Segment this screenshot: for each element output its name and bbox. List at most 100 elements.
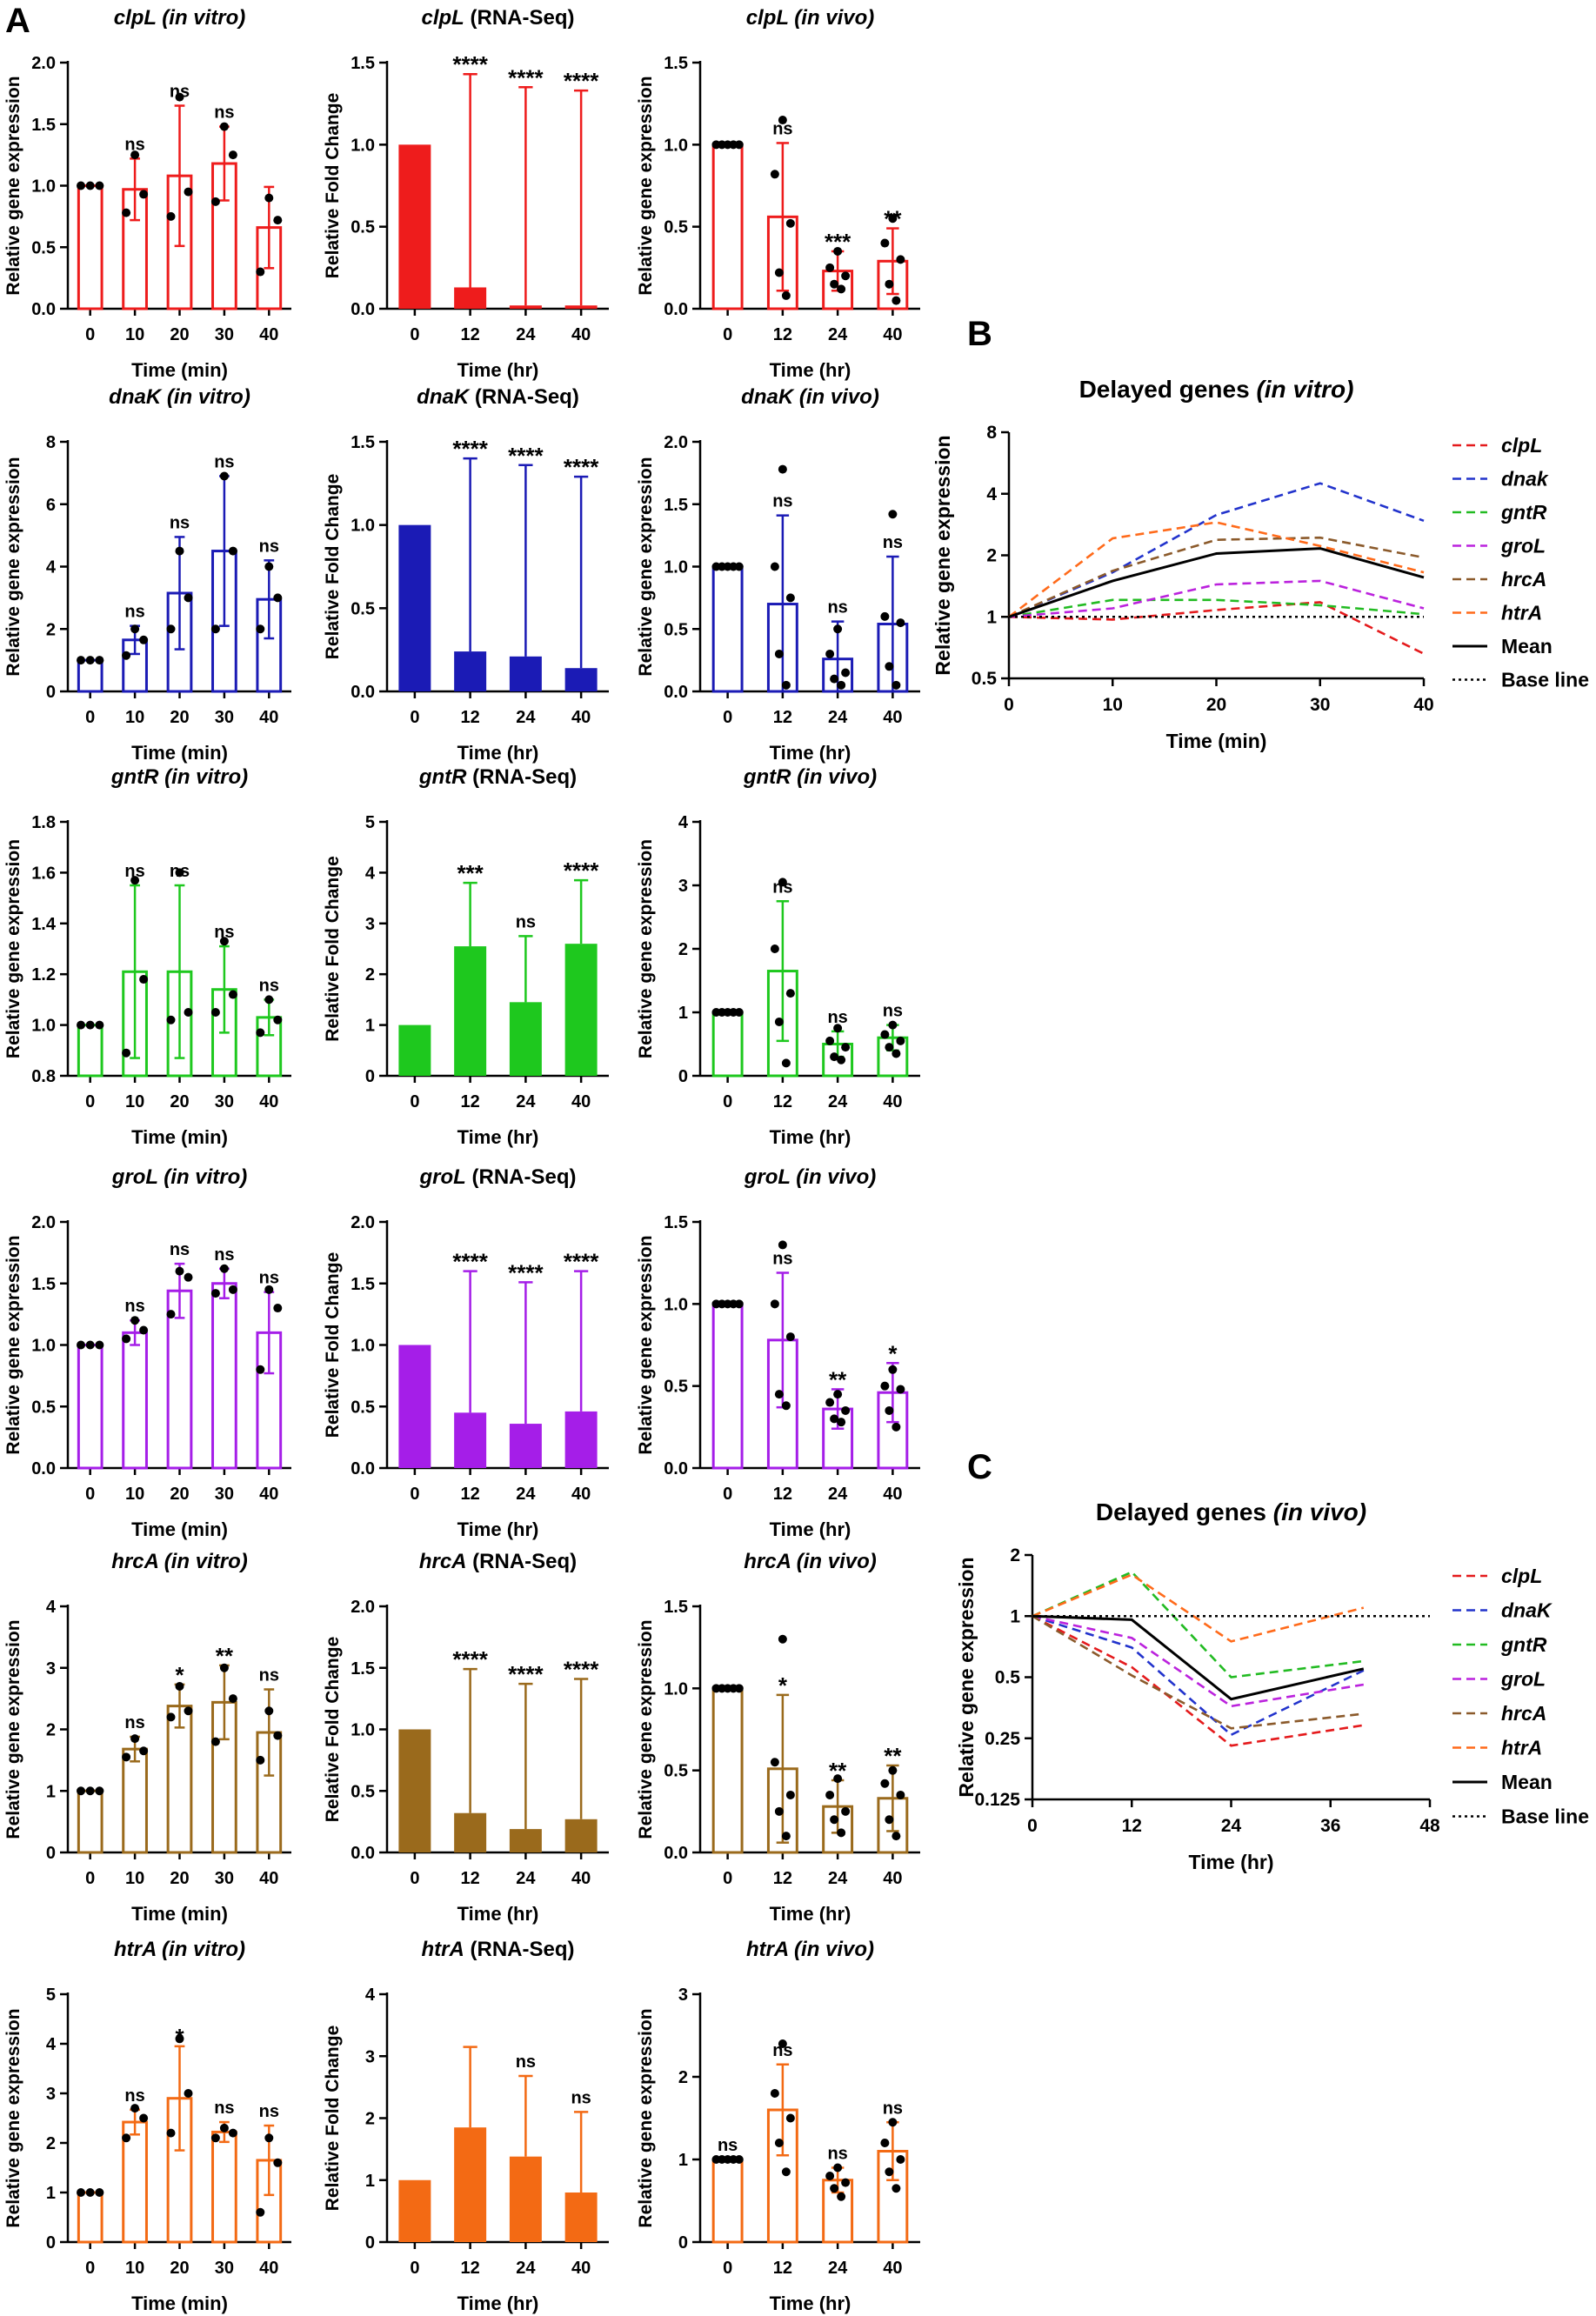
legend-label: htrA <box>1501 1737 1542 1759</box>
data-point <box>273 1731 283 1740</box>
y-tick-label: 1.0 <box>664 1679 688 1699</box>
line-chart-title-suffix: (in vivo) <box>1266 1498 1366 1525</box>
bar-chart-gntR-0: gntR (in vitro) 0.8 1.0 1.2 1.4 1.6 1.8 Relativ… <box>3 765 291 1148</box>
bar-chart-groL-0: groL (in vitro) 0.0 0.5 1.0 1.5 2.0 Relative g… <box>3 1165 291 1540</box>
bar-30 <box>211 2130 237 2244</box>
data-point <box>770 170 779 179</box>
data-point <box>896 1790 905 1799</box>
plot-title-suffix: (in vivo) <box>788 1938 874 1961</box>
y-axis-label: Relative gene expression <box>932 435 954 675</box>
y-axis-label: Relative gene expression <box>636 457 656 676</box>
y-tick-label: 1 <box>678 2151 688 2170</box>
x-tick-label: 40 <box>1413 695 1433 715</box>
x-tick-label: 0 <box>85 1092 95 1111</box>
y-tick-label: 1 <box>365 1017 375 1036</box>
significance-label: **** <box>564 68 599 94</box>
y-tick-label: 3 <box>46 2085 56 2104</box>
bar-0 <box>398 144 431 309</box>
x-tick-label: 48 <box>1419 1816 1440 1836</box>
data-point <box>256 1028 265 1038</box>
data-point <box>734 562 744 571</box>
plot-title: htrA (in vivo) <box>746 1938 874 1961</box>
data-point <box>781 1832 791 1841</box>
plot-title-suffix: (RNA-Seq) <box>464 6 575 30</box>
data-point <box>837 680 846 690</box>
significance-label: ns <box>124 135 144 154</box>
data-point <box>219 937 229 946</box>
data-point <box>781 2167 791 2177</box>
data-point <box>785 1332 795 1342</box>
x-tick-label: 10 <box>1103 695 1123 715</box>
plot-title-gene: clpL <box>422 6 464 30</box>
x-tick-label: 30 <box>215 325 234 344</box>
data-point <box>264 2133 274 2143</box>
data-point <box>830 1052 839 1062</box>
y-tick-label: 2.0 <box>31 54 56 73</box>
data-point <box>841 2178 851 2187</box>
series-line-hrca <box>1032 1615 1364 1730</box>
x-tick-label: 12 <box>773 708 792 727</box>
y-tick-label: 1.0 <box>664 1295 688 1314</box>
legend-label: dnaK <box>1501 1599 1553 1622</box>
data-point <box>770 562 779 571</box>
x-tick-label: 20 <box>1206 695 1226 715</box>
plot-title: hrcA (in vivo) <box>744 1550 876 1573</box>
significance-label: ns <box>772 878 792 897</box>
y-tick-label: 0 <box>678 2233 688 2253</box>
x-tick-label: 40 <box>571 325 591 344</box>
plot-title-gene: dnaK <box>741 385 795 409</box>
x-axis-label: Time (hr) <box>457 1126 539 1148</box>
data-point <box>85 1340 95 1350</box>
legend-label: hrcA <box>1501 568 1546 591</box>
significance-label: ns <box>883 1002 903 1021</box>
x-axis-label: Time (hr) <box>457 359 539 381</box>
x-tick-label: 12 <box>773 1092 792 1111</box>
data-point <box>778 2039 787 2048</box>
significance-label: * <box>888 1340 898 1366</box>
y-tick-label: 0.5 <box>31 1398 56 1417</box>
plot-title-gene: gntR <box>743 765 791 789</box>
significance-label: **** <box>564 1656 599 1682</box>
series-line-grol <box>1008 579 1425 618</box>
line-chart-title: Delayed genes (in vitro) <box>1079 376 1354 403</box>
plot-title-suffix: (in vitro) <box>156 1938 245 1961</box>
significance-label: ns <box>124 603 144 622</box>
data-point <box>210 1289 220 1298</box>
data-point <box>833 624 843 634</box>
bar-40 <box>564 944 598 1076</box>
plot-title-gene: gntR <box>110 765 159 789</box>
x-tick-label: 0 <box>85 1869 95 1888</box>
legend-label: dnak <box>1501 468 1549 491</box>
significance-label: ns <box>827 2145 847 2164</box>
data-point <box>166 1310 176 1319</box>
y-tick-label: 3 <box>678 877 688 896</box>
x-tick-label: 0 <box>723 1869 732 1888</box>
plot-title-suffix: (in vivo) <box>791 765 877 789</box>
significance-label: ns <box>772 119 792 138</box>
y-tick-label: 1.5 <box>31 1275 56 1294</box>
plot-title: groL (RNA-Seq) <box>419 1165 577 1189</box>
x-tick-label: 40 <box>259 1869 278 1888</box>
data-point <box>880 611 890 621</box>
x-tick-label: 36 <box>1320 1816 1340 1836</box>
x-tick-label: 0 <box>410 708 419 727</box>
y-axis-label: Relative gene expression <box>636 2008 656 2227</box>
data-point <box>825 1790 835 1799</box>
plot-title-suffix: (in vivo) <box>791 1550 877 1573</box>
y-tick-label: 0.5 <box>664 218 688 237</box>
x-tick-label: 0 <box>410 1092 419 1111</box>
significance-label: ns <box>772 492 792 511</box>
y-tick-label: 1.0 <box>351 517 375 536</box>
line-chart-title-suffix: (in vitro) <box>1250 376 1354 403</box>
legend-label: clpL <box>1501 1565 1542 1587</box>
y-tick-label: 0.0 <box>351 300 375 319</box>
data-point <box>264 1706 274 1716</box>
x-tick-label: 40 <box>571 708 591 727</box>
plot-title-gene: groL <box>744 1165 791 1189</box>
data-point <box>785 2113 795 2123</box>
plot-title-suffix: (in vitro) <box>157 6 246 30</box>
significance-label: ns <box>170 513 190 532</box>
bar-chart-hrcA-0: hrcA (in vitro) 0 1 2 3 4 Relative gene expres… <box>3 1550 291 1925</box>
data-point <box>210 1737 220 1746</box>
data-point <box>130 1734 140 1744</box>
